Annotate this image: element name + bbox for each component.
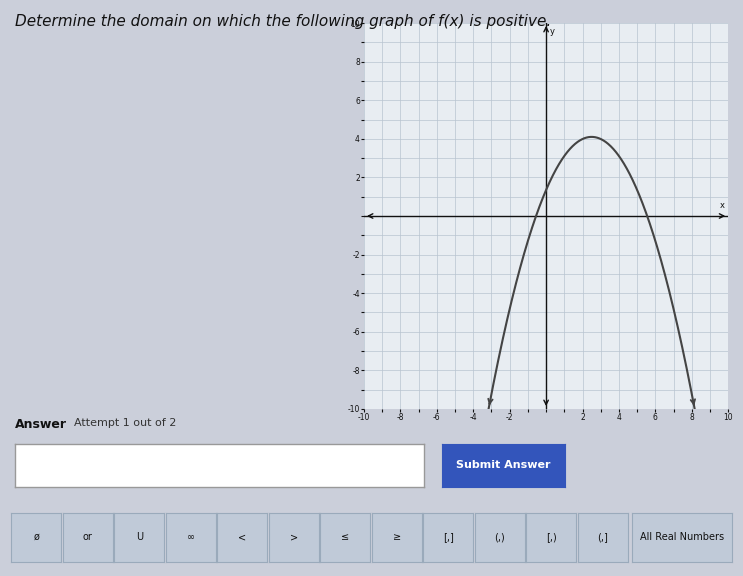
Text: Submit Answer: Submit Answer	[456, 460, 551, 470]
Text: [,]: [,]	[443, 532, 454, 542]
Text: ∞: ∞	[186, 532, 195, 542]
Text: Answer: Answer	[15, 418, 67, 431]
Text: (,]: (,]	[597, 532, 609, 542]
Text: y: y	[550, 27, 555, 36]
Text: ≤: ≤	[341, 532, 349, 542]
Text: (,): (,)	[494, 532, 505, 542]
Text: <: <	[239, 532, 246, 542]
Text: U: U	[136, 532, 143, 542]
Text: ≥: ≥	[393, 532, 400, 542]
Text: All Real Numbers: All Real Numbers	[640, 532, 724, 542]
Text: >: >	[290, 532, 298, 542]
Text: or: or	[82, 532, 93, 542]
Text: [,): [,)	[546, 532, 557, 542]
Text: ø: ø	[33, 532, 39, 542]
Text: Attempt 1 out of 2: Attempt 1 out of 2	[74, 418, 177, 427]
Text: x: x	[719, 201, 724, 210]
Text: Determine the domain on which the following graph of f(x) is positive.: Determine the domain on which the follow…	[15, 14, 551, 29]
